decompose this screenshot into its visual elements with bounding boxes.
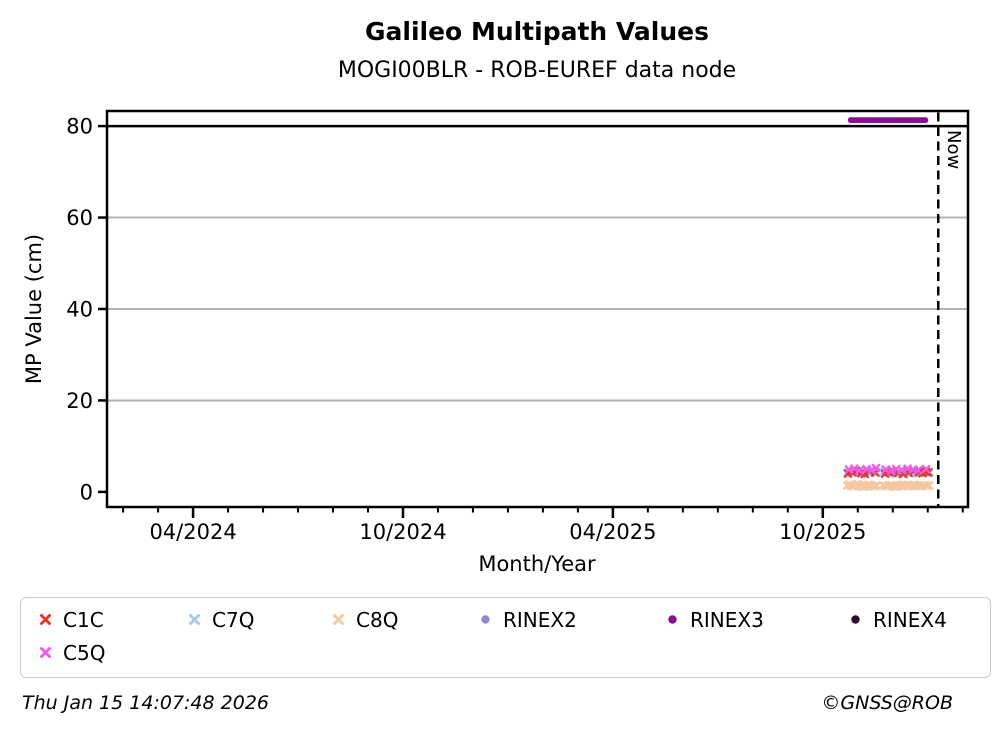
rinex4-marker-icon [849, 613, 862, 626]
y-tick-label: 80 [66, 115, 93, 139]
series-C8Q [842, 479, 934, 492]
series-RINEX3 [847, 117, 929, 124]
x-tick-label: 04/2024 [149, 520, 236, 544]
credit: ©GNSS@ROB [821, 692, 953, 714]
legend-item-c5q: C5Q [39, 636, 188, 669]
now-annotation: Now [943, 130, 964, 170]
legend-label: RINEX3 [690, 607, 764, 632]
x-tick-label: 04/2025 [569, 520, 656, 544]
rinex3-marker-icon [666, 613, 679, 626]
legend-item-c7q: C7Q [188, 603, 332, 636]
y-tick-label: 20 [66, 389, 93, 413]
legend-item-rinex2: RINEX2 [479, 603, 666, 636]
c5q-marker-icon [39, 646, 52, 659]
chart-title: Galileo Multipath Values [365, 17, 709, 46]
legend-item-rinex4: RINEX4 [849, 603, 990, 636]
legend-label: C5Q [63, 640, 106, 665]
timestamp: Thu Jan 15 14:07:48 2026 [22, 692, 269, 714]
legend-label: RINEX2 [503, 607, 577, 632]
c1c-marker-icon [39, 613, 52, 626]
legend-label: RINEX4 [873, 607, 947, 632]
x-tick-label: 10/2025 [779, 520, 866, 544]
legend-label: C7Q [212, 607, 255, 632]
y-tick-label: 40 [66, 298, 93, 322]
legend: C1C C7Q C8Q RINEX2 RINEX3 RINEX4 C5Q [20, 597, 991, 678]
series-C5Q [844, 463, 931, 476]
legend-item-rinex3: RINEX3 [666, 603, 849, 636]
legend-item-c8q: C8Q [332, 603, 479, 636]
y-axis-ticks: 0 20 40 60 80 [66, 115, 107, 504]
c7q-marker-icon [188, 613, 201, 626]
gridlines [107, 216, 968, 402]
y-tick-label: 0 [80, 480, 93, 504]
legend-item-c1c: C1C [39, 603, 188, 636]
legend-label: C1C [63, 607, 104, 632]
y-axis-label: MP Value (cm) [22, 233, 46, 385]
c8q-marker-icon [332, 613, 345, 626]
rinex2-marker-icon [479, 613, 492, 626]
legend-label: C8Q [356, 607, 399, 632]
x-tick-label: 10/2024 [359, 520, 446, 544]
x-axis-label: Month/Year [478, 552, 596, 576]
chart-subtitle: MOGI00BLR - ROB-EUREF data node [337, 58, 737, 83]
y-tick-label: 60 [66, 206, 93, 230]
x-axis-ticks: 04/2024 10/2024 04/2025 10/2025 [149, 507, 866, 544]
